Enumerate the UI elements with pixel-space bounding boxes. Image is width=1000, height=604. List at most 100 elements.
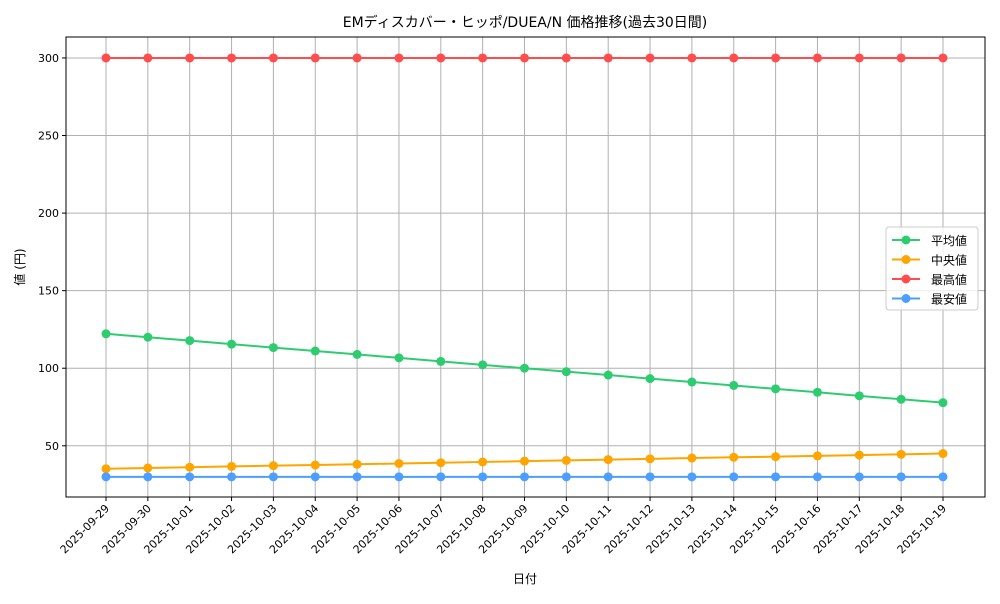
data-point bbox=[938, 472, 948, 482]
x-ticks: 2025-09-292025-09-302025-10-012025-10-02… bbox=[58, 497, 949, 556]
legend-marker bbox=[901, 274, 911, 284]
data-point bbox=[771, 384, 781, 394]
data-point bbox=[101, 53, 111, 63]
data-point bbox=[771, 452, 781, 462]
data-point bbox=[603, 472, 613, 482]
data-point bbox=[352, 349, 362, 359]
data-point bbox=[645, 53, 655, 63]
data-point bbox=[561, 472, 571, 482]
data-point bbox=[394, 458, 404, 468]
grid bbox=[66, 37, 985, 497]
y-tick-label: 150 bbox=[38, 285, 59, 298]
data-point bbox=[812, 472, 822, 482]
data-point bbox=[268, 53, 278, 63]
data-point bbox=[227, 53, 237, 63]
series-1 bbox=[101, 449, 948, 474]
data-point bbox=[729, 452, 739, 462]
data-point bbox=[687, 472, 697, 482]
data-point bbox=[478, 472, 488, 482]
data-point bbox=[645, 374, 655, 384]
series-group bbox=[101, 53, 948, 482]
data-point bbox=[812, 387, 822, 397]
data-point bbox=[896, 472, 906, 482]
data-point bbox=[227, 339, 237, 349]
data-point bbox=[436, 472, 446, 482]
legend-label: 最安値 bbox=[931, 292, 967, 307]
data-point bbox=[603, 53, 613, 63]
data-point bbox=[938, 398, 948, 408]
data-point bbox=[101, 329, 111, 339]
legend-label: 中央値 bbox=[931, 253, 967, 268]
data-point bbox=[729, 53, 739, 63]
data-point bbox=[854, 450, 864, 460]
data-point bbox=[478, 53, 488, 63]
data-point bbox=[268, 343, 278, 353]
data-point bbox=[227, 472, 237, 482]
data-point bbox=[729, 380, 739, 390]
data-point bbox=[896, 449, 906, 459]
plot-frame bbox=[65, 36, 986, 498]
data-point bbox=[143, 463, 153, 473]
data-point bbox=[394, 472, 404, 482]
data-point bbox=[687, 377, 697, 387]
series-0 bbox=[101, 329, 948, 408]
data-point bbox=[143, 53, 153, 63]
data-point bbox=[854, 391, 864, 401]
data-point bbox=[394, 353, 404, 363]
data-point bbox=[854, 53, 864, 63]
legend-marker bbox=[901, 255, 911, 264]
data-point bbox=[310, 346, 320, 356]
data-point bbox=[896, 53, 906, 63]
data-point bbox=[645, 472, 655, 482]
data-point bbox=[268, 461, 278, 471]
data-point bbox=[561, 367, 571, 377]
data-point bbox=[143, 472, 153, 482]
legend-marker bbox=[901, 294, 911, 303]
data-point bbox=[520, 472, 529, 482]
data-point bbox=[520, 53, 529, 63]
data-point bbox=[771, 472, 781, 482]
data-point bbox=[687, 453, 697, 463]
data-point bbox=[185, 336, 195, 346]
y-tick-label: 200 bbox=[38, 207, 59, 220]
data-point bbox=[310, 472, 320, 482]
data-point bbox=[436, 458, 446, 468]
y-tick-label: 300 bbox=[38, 52, 59, 65]
data-point bbox=[603, 370, 613, 380]
legend-label: 最高値 bbox=[931, 272, 967, 287]
data-point bbox=[771, 53, 781, 63]
data-point bbox=[227, 461, 237, 471]
legend-frame bbox=[885, 226, 979, 311]
data-point bbox=[812, 451, 822, 461]
data-point bbox=[478, 457, 488, 467]
data-point bbox=[645, 454, 655, 464]
data-point bbox=[352, 472, 362, 482]
legend-marker bbox=[901, 235, 911, 245]
data-point bbox=[687, 53, 697, 63]
data-point bbox=[478, 360, 488, 370]
chart-title: EMディスカバー・ヒッポ/DUEA/N 価格推移(過去30日間) bbox=[343, 14, 708, 31]
y-tick-label: 250 bbox=[38, 130, 59, 143]
y-ticks: 50 100 150 200 250 300 bbox=[38, 52, 66, 453]
data-point bbox=[812, 53, 822, 63]
data-point bbox=[185, 472, 195, 482]
data-point bbox=[394, 53, 404, 63]
data-point bbox=[101, 472, 111, 482]
data-point bbox=[185, 53, 195, 63]
data-point bbox=[603, 455, 613, 465]
data-point bbox=[520, 363, 529, 373]
data-point bbox=[896, 394, 906, 404]
legend-label: 平均値 bbox=[931, 233, 967, 248]
data-point bbox=[310, 53, 320, 63]
data-point bbox=[729, 472, 739, 482]
data-point bbox=[854, 472, 864, 482]
data-point bbox=[938, 53, 948, 63]
data-point bbox=[310, 460, 320, 470]
data-point bbox=[436, 53, 446, 63]
data-point bbox=[268, 472, 278, 482]
series-3 bbox=[101, 472, 948, 482]
data-point bbox=[436, 356, 446, 366]
data-point bbox=[561, 53, 571, 63]
